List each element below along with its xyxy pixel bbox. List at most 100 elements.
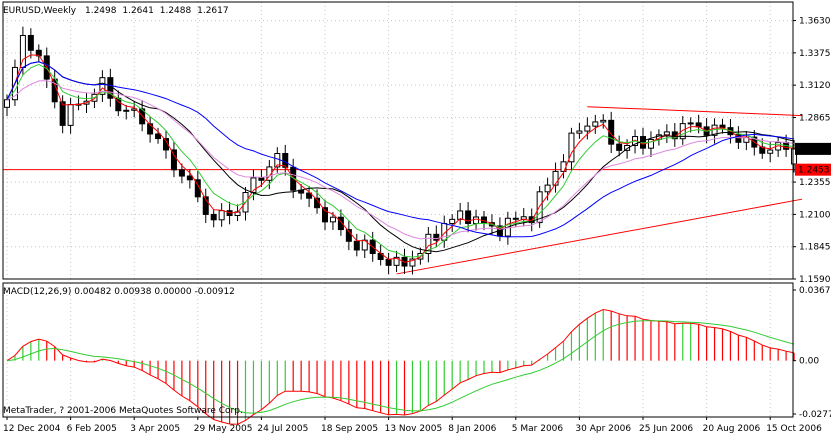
moving-averages — [6, 54, 795, 263]
date-label: 6 Feb 2005 — [67, 424, 117, 434]
candle-body — [393, 256, 400, 266]
footer-copyright: MetaTrader, ? 2001-2006 MetaQuotes Softw… — [3, 406, 243, 416]
candle-body — [194, 179, 201, 198]
price-tick-label: 1.2865 — [799, 113, 831, 123]
candle-body — [155, 133, 162, 140]
ma-black-line — [6, 61, 795, 253]
macd-tick-label: -0.0277 — [799, 410, 831, 420]
candle-body — [433, 233, 440, 241]
price-tick-label: 1.2100 — [799, 210, 831, 220]
candle-body — [353, 240, 360, 251]
candle-body — [329, 216, 336, 223]
candle-body — [306, 192, 313, 199]
candle-body — [624, 144, 631, 151]
candle-body — [544, 184, 551, 193]
candle-body — [568, 132, 575, 163]
date-label: 29 May 2005 — [194, 424, 253, 434]
date-label: 25 Jun 2006 — [639, 424, 693, 434]
candle-body — [147, 123, 154, 135]
symbol-label: EURUSD,Weekly — [3, 6, 77, 16]
candle-body — [449, 218, 456, 224]
candle-body — [258, 177, 265, 181]
candle-body — [163, 138, 169, 151]
candle-body — [385, 259, 392, 266]
macd-signal-line — [6, 320, 795, 414]
axes — [2, 1, 796, 420]
candle-body — [210, 213, 217, 221]
price-tick-label: 1.2355 — [799, 178, 831, 188]
price-panel-frame — [2, 1, 794, 280]
candle-body — [719, 124, 726, 129]
candle-body — [584, 125, 591, 132]
candle-body — [218, 210, 225, 221]
price-marker-label: 1.2617 — [798, 145, 830, 155]
date-label: 18 Sep 2005 — [321, 424, 378, 434]
candle-body — [322, 207, 328, 223]
candle-body — [282, 153, 289, 168]
candle-body — [425, 233, 432, 254]
candle-body — [608, 119, 615, 145]
date-label: 30 Apr 2006 — [575, 424, 631, 434]
price-tick-label: 1.1590 — [799, 275, 831, 285]
candle-body — [647, 138, 654, 149]
candle-body — [99, 77, 106, 95]
date-label: 12 Dec 2004 — [3, 424, 61, 434]
candle-body — [345, 229, 352, 242]
price-tick-label: 1.1845 — [799, 243, 831, 253]
candle-body — [616, 143, 623, 151]
ma-fast-line — [6, 54, 795, 263]
price-tick-label: 1.3630 — [799, 17, 831, 27]
candle-body — [576, 130, 583, 134]
axis-labels: 1.3630 1.3375 1.3120 1.2865 1.2355 1.2100 1.18… — [3, 17, 831, 434]
candle-body — [4, 99, 10, 108]
low-value: 1.2488 — [160, 6, 192, 16]
candle-body — [409, 258, 416, 267]
candle-body — [767, 149, 774, 154]
ma-blue-line — [6, 61, 795, 238]
candle-body — [19, 34, 26, 68]
date-label: 13 Nov 2005 — [385, 424, 443, 434]
candle-body — [512, 217, 519, 220]
price-tick-label: 1.3375 — [799, 49, 831, 59]
candle-body — [186, 175, 193, 181]
date-label: 8 Jan 2006 — [448, 424, 496, 434]
date-label: 20 Aug 2006 — [703, 424, 761, 434]
candle-body — [473, 216, 480, 224]
price-marker-box — [795, 163, 831, 176]
candle-body — [457, 210, 464, 220]
candle-body — [178, 169, 185, 177]
candle-body — [170, 149, 177, 171]
candle-body — [552, 170, 559, 186]
candle-body — [266, 166, 273, 181]
date-label: 24 Jul 2005 — [257, 424, 308, 434]
candle-body — [735, 134, 742, 143]
macd-panel-frame — [2, 282, 794, 418]
macd-tick-label: 0.00 — [799, 357, 819, 367]
price-tick-label: 1.3120 — [799, 81, 831, 91]
candle-body — [27, 34, 34, 51]
price-marker-box — [795, 142, 831, 155]
macd-label: MACD(12,26,9) 0.00482 0.00938 0.00000 -0… — [3, 287, 235, 297]
date-label: 5 Mar 2006 — [512, 424, 564, 434]
candle-body — [59, 101, 66, 126]
candle-body — [663, 131, 670, 136]
candle-body — [465, 210, 472, 224]
candle-body — [600, 119, 607, 123]
candle-body — [67, 104, 74, 126]
candle-body — [687, 122, 694, 125]
macd-panel — [6, 308, 795, 425]
open-value: 1.2498 — [85, 6, 117, 16]
trendlines — [3, 106, 803, 275]
chart-header: EURUSD,Weekly 1.2498 1.2641 1.2488 1.261… — [3, 6, 229, 16]
candle-body — [560, 161, 567, 172]
trendline — [587, 106, 803, 117]
candle-body — [202, 196, 209, 215]
trendline — [396, 198, 803, 275]
ma-violet-line — [6, 80, 795, 240]
macd-tick-label: 0.0367 — [799, 286, 831, 296]
date-label: 3 Apr 2005 — [130, 424, 180, 434]
high-value: 1.2641 — [122, 6, 154, 16]
ma-green-line — [6, 63, 795, 258]
candle-body — [679, 123, 686, 140]
